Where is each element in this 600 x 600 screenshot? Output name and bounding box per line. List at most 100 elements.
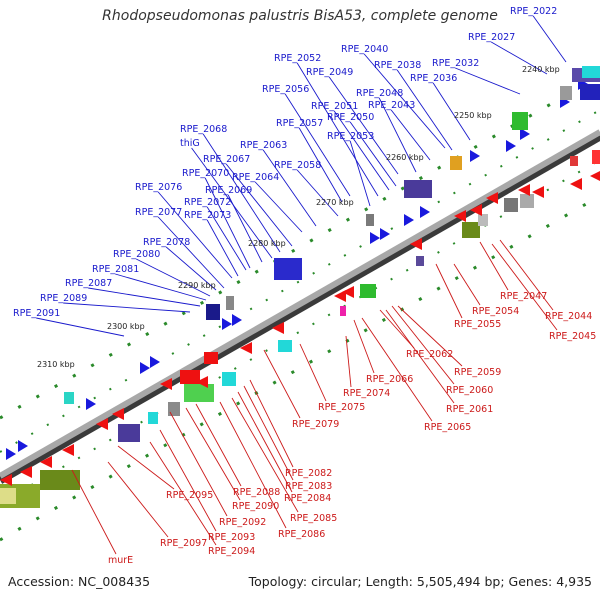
forward-gene-label: RPE_2073	[184, 210, 231, 221]
reverse-gene-label: RPE_2094	[208, 546, 255, 557]
reverse-leader-line	[397, 305, 463, 367]
reverse-leader-line	[491, 243, 558, 331]
gene-arrow-reverse	[518, 184, 530, 196]
forward-leader-line	[432, 82, 471, 141]
gene-arrow-reverse	[0, 474, 12, 486]
gene-arrow-reverse	[40, 456, 52, 468]
forward-gene-label: RPE_2067	[203, 154, 250, 165]
gene-block-red	[180, 370, 200, 384]
forward-leader-line	[298, 127, 343, 203]
gene-block-grey	[520, 194, 534, 208]
reverse-gene-label: RPE_2084	[284, 493, 331, 504]
gene-arrow-forward	[140, 362, 150, 374]
gene-block-cyan	[222, 372, 236, 386]
gene-block-green	[360, 284, 376, 298]
gene-arrow-reverse	[532, 186, 544, 198]
kbp-tick-label: 2260 kbp	[386, 153, 424, 162]
reverse-gene-label: RPE_2061	[446, 404, 493, 415]
gene-block-grey	[168, 402, 180, 416]
reverse-leader-line	[169, 411, 228, 517]
forward-leader-line	[396, 69, 453, 151]
reverse-gene-label: RPE_2055	[454, 319, 501, 330]
reverse-leader-line	[237, 391, 293, 493]
reverse-gene-label: RPE_2092	[219, 517, 266, 528]
forward-leader-line	[254, 181, 303, 233]
forward-leader-line	[165, 246, 217, 291]
gene-arrow-reverse	[20, 466, 32, 478]
gene-block-pale	[0, 488, 16, 504]
forward-gene-label: RPE_2089	[40, 293, 87, 304]
reverse-leader-line	[117, 445, 175, 490]
gene-arrow-reverse	[96, 418, 108, 430]
gene-arrow-reverse	[342, 286, 354, 298]
gene-block-cyan	[64, 392, 74, 404]
kbp-tick-label: 2250 kbp	[454, 111, 492, 120]
gene-arrow-reverse	[486, 192, 498, 204]
gene-block-grey	[504, 198, 518, 212]
forward-gene-label: RPE_2049	[306, 67, 353, 78]
gene-block-red	[592, 150, 600, 164]
reverse-leader-line	[195, 403, 242, 487]
genome-backbone	[0, 129, 600, 479]
forward-leader-line	[63, 302, 191, 313]
reverse-leader-line	[379, 309, 415, 349]
reverse-gene-label: RPE_2044	[545, 311, 592, 322]
forward-gene-label: RPE_2072	[184, 197, 231, 208]
gene-arrow-reverse	[454, 210, 466, 222]
gene-arrow-forward	[380, 228, 390, 240]
forward-gene-label: RPE_2077	[135, 207, 182, 218]
reverse-leader-line	[71, 469, 117, 555]
kbp-tick-label: 2310 kbp	[37, 360, 75, 369]
forward-gene-label: RPE_2068	[180, 124, 227, 135]
reverse-gene-label: RPE_2045	[549, 331, 596, 342]
reverse-leader-line	[345, 335, 352, 388]
gene-arrow-reverse	[570, 178, 582, 190]
gene-block-cyan	[582, 66, 600, 78]
gene-arrow-forward	[470, 150, 480, 162]
gene-block-purple	[118, 424, 140, 442]
forward-gene-label: RPE_2052	[274, 53, 321, 64]
forward-leader-line	[227, 194, 263, 263]
forward-gene-label: RPE_2022	[510, 6, 557, 17]
forward-leader-line	[349, 121, 397, 187]
gene-block-red	[204, 352, 218, 364]
gene-arrow-forward	[520, 128, 530, 140]
forward-leader-line	[333, 110, 390, 191]
reverse-gene-label: RPE_2082	[285, 468, 332, 479]
gene-arrow-forward	[370, 232, 380, 244]
forward-gene-label: RPE_2078	[143, 237, 190, 248]
gene-arrow-forward	[150, 356, 160, 368]
reverse-gene-label: RPE_2093	[208, 532, 255, 543]
gene-arrow-forward	[506, 140, 516, 152]
forward-gene-label: RPE_2036	[410, 73, 457, 84]
kbp-tick-label: 2240 kbp	[522, 65, 560, 74]
reverse-gene-label: RPE_2059	[454, 367, 501, 378]
forward-gene-label: RPE_2081	[92, 264, 139, 275]
reverse-leader-line	[499, 239, 554, 311]
reverse-gene-label: RPE_2086	[278, 529, 325, 540]
forward-leader-line	[262, 149, 317, 227]
gene-arrow-forward	[18, 440, 28, 452]
reverse-leader-line	[453, 263, 481, 306]
forward-gene-label: RPE_2057	[276, 118, 323, 129]
forward-leader-line	[115, 273, 207, 301]
reverse-gene-label: RPE_2054	[472, 306, 519, 317]
forward-leader-line	[206, 219, 239, 277]
forward-leader-line	[455, 67, 521, 95]
forward-leader-line	[284, 93, 351, 197]
gene-block-blue	[274, 258, 302, 280]
forward-gene-label: RPE_2087	[65, 278, 112, 289]
forward-gene-label: RPE_2053	[327, 131, 374, 142]
forward-leader-line	[157, 216, 225, 289]
reverse-gene-label: RPE_2088	[233, 487, 280, 498]
reverse-leader-line	[107, 461, 169, 538]
forward-leader-line	[490, 41, 548, 75]
forward-gene-label: RPE_2050	[327, 112, 374, 123]
reverse-leader-line	[219, 401, 287, 529]
forward-gene-label: RPE_2038	[374, 60, 421, 71]
reverse-gene-label: RPE_2083	[285, 481, 332, 492]
forward-leader-line	[532, 15, 567, 63]
gene-block-blue	[580, 84, 600, 100]
reverse-gene-label: RPE_2066	[366, 374, 413, 385]
